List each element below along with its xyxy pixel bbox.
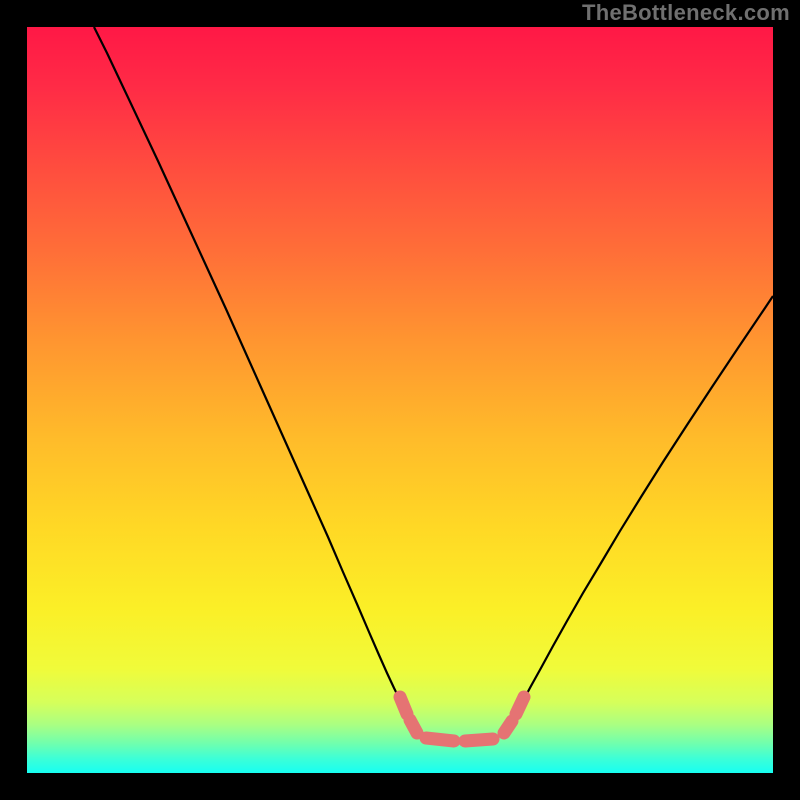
curve-left-branch [94, 27, 405, 710]
valley-dash-5 [516, 697, 524, 714]
watermark-text: TheBottleneck.com [582, 0, 790, 26]
curve-right-branch [518, 296, 773, 710]
valley-dash-1 [410, 720, 417, 733]
valley-dash-3 [465, 739, 493, 741]
valley-dash-2 [426, 738, 454, 741]
curves-overlay [27, 27, 773, 773]
plot-area [27, 27, 773, 773]
chart-container: TheBottleneck.com [0, 0, 800, 800]
valley-dash-4 [504, 721, 512, 733]
valley-dash-0 [400, 697, 407, 714]
